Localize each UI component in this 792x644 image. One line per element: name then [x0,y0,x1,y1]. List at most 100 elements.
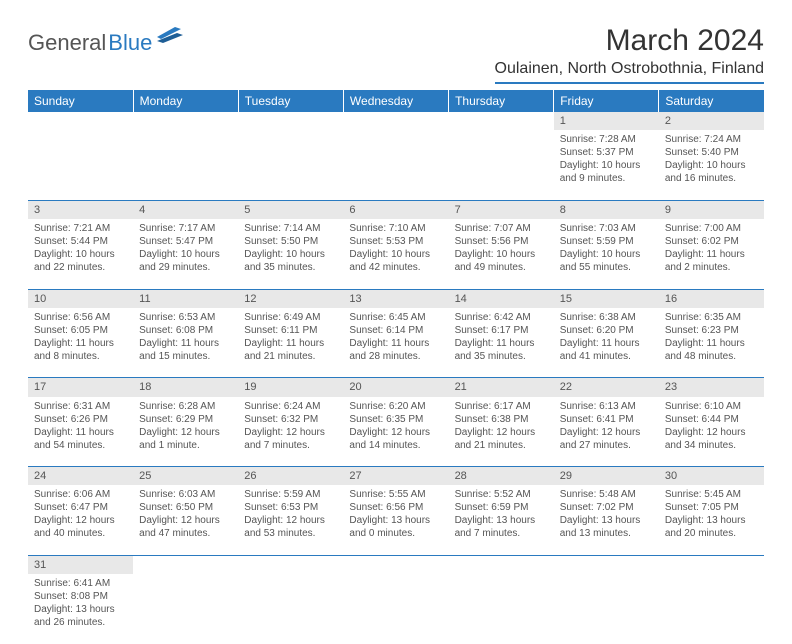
daylight-text-2: and 21 minutes. [455,439,548,452]
daylight-text-1: Daylight: 11 hours [139,337,232,350]
sunset-text: Sunset: 5:50 PM [244,235,337,248]
daylight-text-1: Daylight: 13 hours [665,514,758,527]
daylight-text-2: and 53 minutes. [244,527,337,540]
sunset-text: Sunset: 6:47 PM [34,501,127,514]
day-cell: Sunrise: 5:45 AMSunset: 7:05 PMDaylight:… [659,485,764,555]
sunrise-text: Sunrise: 6:06 AM [34,488,127,501]
sunrise-text: Sunrise: 5:59 AM [244,488,337,501]
day-cell: Sunrise: 7:10 AMSunset: 5:53 PMDaylight:… [343,219,448,289]
day-content-row: Sunrise: 7:28 AMSunset: 5:37 PMDaylight:… [28,130,764,200]
daylight-text-1: Daylight: 13 hours [349,514,442,527]
sunrise-text: Sunrise: 6:20 AM [349,400,442,413]
day-number-cell [133,555,238,574]
daylight-text-2: and 47 minutes. [139,527,232,540]
sunrise-text: Sunrise: 6:17 AM [455,400,548,413]
day-cell: Sunrise: 5:52 AMSunset: 6:59 PMDaylight:… [449,485,554,555]
day-number-cell [238,555,343,574]
sunrise-text: Sunrise: 5:55 AM [349,488,442,501]
sunrise-text: Sunrise: 6:53 AM [139,311,232,324]
logo-text-1: General [28,30,106,56]
daylight-text-1: Daylight: 11 hours [665,248,758,261]
day-details: Sunrise: 7:28 AMSunset: 5:37 PMDaylight:… [554,130,659,191]
day-cell [659,574,764,644]
sunrise-text: Sunrise: 6:35 AM [665,311,758,324]
daylight-text-1: Daylight: 11 hours [34,426,127,439]
sunrise-text: Sunrise: 6:41 AM [34,577,127,590]
daylight-text-2: and 9 minutes. [560,172,653,185]
day-cell: Sunrise: 6:38 AMSunset: 6:20 PMDaylight:… [554,308,659,378]
day-cell: Sunrise: 7:21 AMSunset: 5:44 PMDaylight:… [28,219,133,289]
day-details: Sunrise: 6:24 AMSunset: 6:32 PMDaylight:… [238,397,343,458]
daylight-text-2: and 26 minutes. [34,616,127,629]
day-cell [554,574,659,644]
day-details: Sunrise: 5:48 AMSunset: 7:02 PMDaylight:… [554,485,659,546]
day-number-cell: 30 [659,467,764,486]
day-number-cell [343,112,448,130]
day-details: Sunrise: 5:55 AMSunset: 6:56 PMDaylight:… [343,485,448,546]
day-cell: Sunrise: 6:49 AMSunset: 6:11 PMDaylight:… [238,308,343,378]
col-saturday: Saturday [659,90,764,112]
daylight-text-1: Daylight: 11 hours [349,337,442,350]
daynum-row: 24252627282930 [28,467,764,486]
day-number-cell [449,555,554,574]
day-content-row: Sunrise: 6:06 AMSunset: 6:47 PM Daylight:… [28,485,764,555]
col-sunday: Sunday [28,90,133,112]
daylight-text-2: and 41 minutes. [560,350,653,363]
day-cell: Sunrise: 6:28 AMSunset: 6:29 PMDaylight:… [133,397,238,467]
col-tuesday: Tuesday [238,90,343,112]
day-cell: Sunrise: 5:55 AMSunset: 6:56 PMDaylight:… [343,485,448,555]
day-cell: Sunrise: 6:20 AMSunset: 6:35 PMDaylight:… [343,397,448,467]
day-details: Sunrise: 7:14 AMSunset: 5:50 PMDaylight:… [238,219,343,280]
day-cell [343,574,448,644]
day-number-cell: 4 [133,200,238,219]
day-number-cell: 10 [28,289,133,308]
sunset-text: Sunset: 5:59 PM [560,235,653,248]
daylight-text-2: and 29 minutes. [139,261,232,274]
day-details: Sunrise: 5:45 AMSunset: 7:05 PMDaylight:… [659,485,764,546]
sunset-text: Sunset: 6:41 PM [560,413,653,426]
sunset-text: Sunset: 6:38 PM [455,413,548,426]
daylight-text-2: and 16 minutes. [665,172,758,185]
day-cell: Sunrise: 6:53 AMSunset: 6:08 PMDaylight:… [133,308,238,378]
sunset-text: Sunset: 7:05 PM [665,501,758,514]
day-number-cell: 16 [659,289,764,308]
daynum-row: 10111213141516 [28,289,764,308]
daylight-text-2: and 55 minutes. [560,261,653,274]
day-number-cell: 22 [554,378,659,397]
calendar-table: Sunday Monday Tuesday Wednesday Thursday… [28,90,764,644]
day-number-cell: 3 [28,200,133,219]
daylight-text-1: Daylight: 11 hours [244,337,337,350]
day-number-cell: 2 [659,112,764,130]
sunset-text: Sunset: 8:08 PM [34,590,127,603]
day-cell: Sunrise: 7:00 AMSunset: 6:02 PMDaylight:… [659,219,764,289]
sunrise-text: Sunrise: 7:10 AM [349,222,442,235]
day-details: Sunrise: 6:17 AMSunset: 6:38 PMDaylight:… [449,397,554,458]
sunrise-text: Sunrise: 6:10 AM [665,400,758,413]
sunrise-text: Sunrise: 6:28 AM [139,400,232,413]
day-number-cell: 31 [28,555,133,574]
daylight-text-2: and 2 minutes. [665,261,758,274]
daylight-text-1: Daylight: 11 hours [665,337,758,350]
day-number-cell: 15 [554,289,659,308]
day-cell: Sunrise: 6:31 AMSunset: 6:26 PMDaylight:… [28,397,133,467]
day-details: Sunrise: 6:28 AMSunset: 6:29 PMDaylight:… [133,397,238,458]
sunset-text: Sunset: 6:32 PM [244,413,337,426]
col-wednesday: Wednesday [343,90,448,112]
day-cell [28,130,133,200]
daylight-text-1: Daylight: 12 hours [560,426,653,439]
daylight-text-1: Daylight: 11 hours [560,337,653,350]
day-details: Sunrise: 6:56 AMSunset: 6:05 PMDaylight:… [28,308,133,369]
sunset-text: Sunset: 5:44 PM [34,235,127,248]
day-details: Sunrise: 6:41 AMSunset: 8:08 PMDaylight:… [28,574,133,635]
flag-icon [157,25,183,51]
sunrise-text: Sunrise: 5:52 AM [455,488,548,501]
daynum-row: 31 [28,555,764,574]
day-cell: Sunrise: 5:59 AMSunset: 6:53 PMDaylight:… [238,485,343,555]
day-cell: Sunrise: 7:03 AMSunset: 5:59 PMDaylight:… [554,219,659,289]
logo: GeneralBlue [28,24,183,56]
sunrise-text: Sunrise: 6:31 AM [34,400,127,413]
day-details: Sunrise: 6:03 AMSunset: 6:50 PMDaylight:… [133,485,238,546]
daylight-text-2: and 15 minutes. [139,350,232,363]
day-number-cell: 8 [554,200,659,219]
day-details: Sunrise: 7:21 AMSunset: 5:44 PMDaylight:… [28,219,133,280]
